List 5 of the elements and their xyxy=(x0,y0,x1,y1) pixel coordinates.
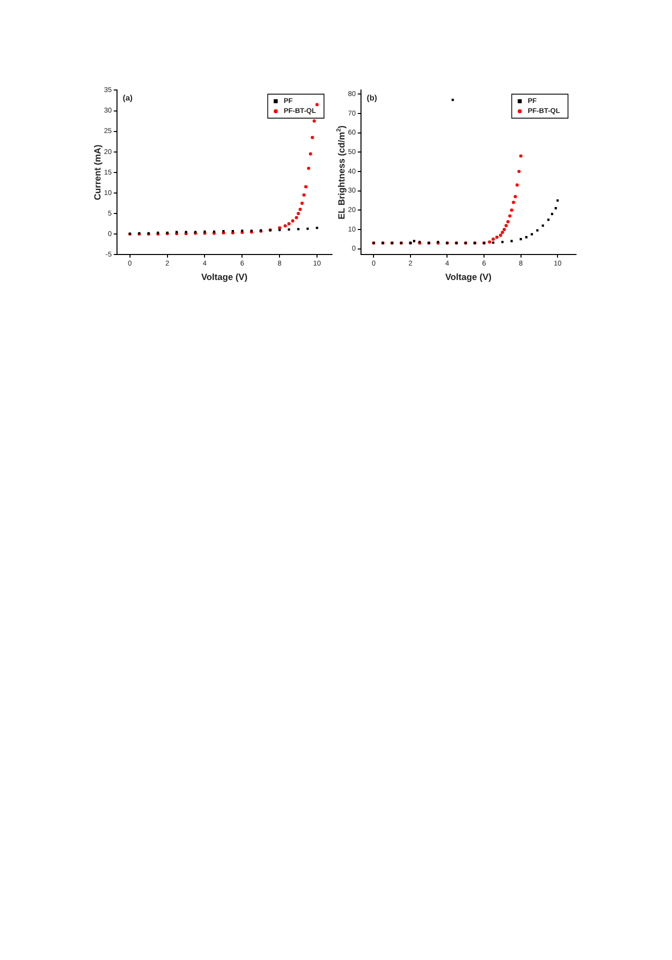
x-axis-title: Voltage (V) xyxy=(445,272,492,282)
x-axis-title: Voltage (V) xyxy=(201,272,248,282)
chart-title: (b) xyxy=(366,93,378,102)
y-axis-title: Current (mA) xyxy=(92,144,102,200)
chart-title: (a) xyxy=(122,93,133,102)
